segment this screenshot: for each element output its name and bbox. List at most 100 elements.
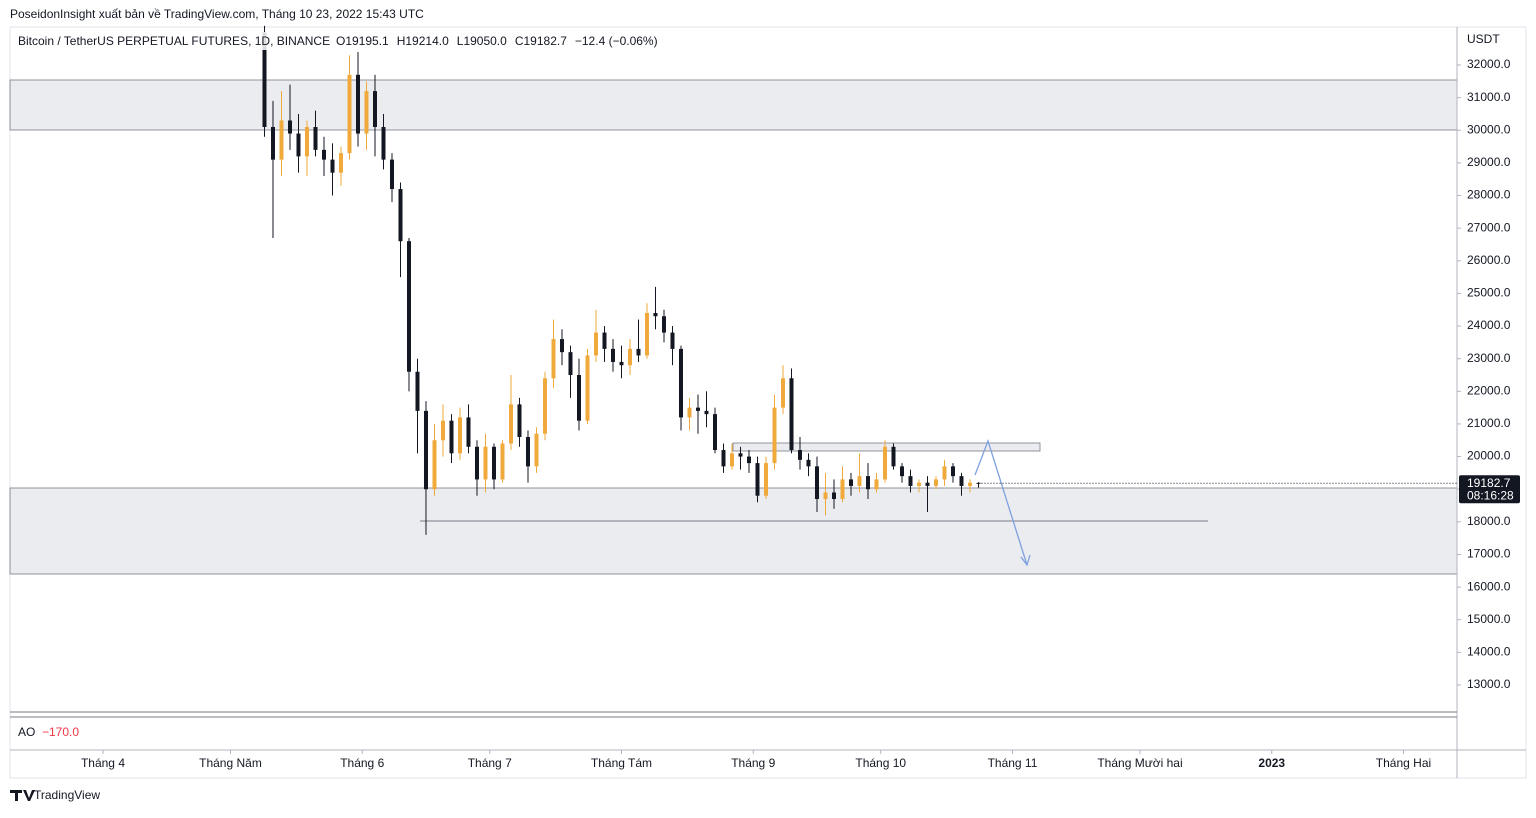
candle-body <box>466 417 471 447</box>
legend-value: −12.4 (−0.06%) <box>575 34 658 48</box>
candle-body <box>874 479 879 490</box>
candle-body <box>474 446 479 480</box>
candle-body <box>661 316 666 333</box>
y-tick-label: 29000.0 <box>1467 155 1511 169</box>
candle-body <box>780 378 785 408</box>
candle-body <box>551 339 556 379</box>
y-tick-label: 30000.0 <box>1467 122 1511 136</box>
candle-body <box>372 91 377 128</box>
candle-body <box>449 420 454 454</box>
candle-body <box>925 482 930 486</box>
candle-body <box>585 355 590 421</box>
candle-body <box>287 120 292 134</box>
candle-body <box>704 410 709 415</box>
x-tick-label: Tháng Mười hai <box>1097 756 1182 770</box>
candle-body <box>627 348 632 366</box>
y-tick-label: 31000.0 <box>1467 90 1511 104</box>
candle-body <box>670 332 675 349</box>
candle-body <box>721 450 726 467</box>
candle-body <box>755 463 760 496</box>
candle-body <box>398 189 403 242</box>
candle-body <box>364 91 369 134</box>
candle-body <box>576 374 581 421</box>
candle-body <box>381 127 386 160</box>
legend-value: C19182.7 <box>515 34 567 48</box>
candle-body <box>415 371 420 411</box>
candle-body <box>950 466 955 477</box>
candle-body <box>959 476 964 486</box>
candle-body <box>823 492 828 499</box>
candle-body <box>270 127 275 160</box>
indicator-name: AO <box>18 725 35 739</box>
candle-body <box>848 479 853 486</box>
candle-body <box>806 459 811 467</box>
candle-body <box>840 479 845 499</box>
y-tick-label: 24000.0 <box>1467 318 1511 332</box>
candle-body <box>729 453 734 467</box>
x-tick-label: Tháng 7 <box>468 756 512 770</box>
candle-body <box>406 241 411 372</box>
candle-body <box>568 352 573 375</box>
y-tick-label: 13000.0 <box>1467 677 1511 691</box>
candle-body <box>321 149 326 160</box>
candle-body <box>882 446 887 480</box>
symbol-title: Bitcoin / TetherUS PERPETUAL FUTURES, 1D… <box>18 34 330 48</box>
frame <box>9 26 1527 779</box>
x-tick-label: Tháng 6 <box>340 756 384 770</box>
y-tick-label: 32000.0 <box>1467 57 1511 71</box>
candle-body <box>602 332 607 349</box>
y-tick-label: 16000.0 <box>1467 579 1511 593</box>
candle-body <box>517 404 522 437</box>
candle-body <box>491 446 496 480</box>
candle-body <box>610 348 615 362</box>
candle-body <box>304 127 309 157</box>
y-tick-label: 15000.0 <box>1467 612 1511 626</box>
candle-body <box>534 433 539 467</box>
last-price-box <box>1459 475 1520 504</box>
candle-body <box>933 479 938 486</box>
candle-body <box>678 348 683 418</box>
candle-body <box>857 476 862 486</box>
candle-body <box>296 133 301 157</box>
y-tick-label: 21000.0 <box>1467 416 1511 430</box>
candle-body <box>593 332 598 356</box>
legend-value: L19050.0 <box>457 34 507 48</box>
zone <box>9 487 1458 575</box>
y-tick-label: 25000.0 <box>1467 286 1511 300</box>
y-tick-label: 18000.0 <box>1467 514 1511 528</box>
arrow-head <box>1020 554 1031 567</box>
publisher: PoseidonInsight xuất bản về TradingView.… <box>10 7 424 21</box>
logo <box>10 790 35 801</box>
candle-body <box>789 378 794 451</box>
candle-body <box>508 404 513 444</box>
x-tick-label: Tháng 11 <box>988 756 1038 770</box>
legend-bg <box>14 32 664 50</box>
brand: TradingView <box>34 788 100 802</box>
candle-body <box>891 446 896 467</box>
x-tick-label: Tháng Tám <box>591 756 652 770</box>
candle-body <box>559 339 564 353</box>
x-tick-label: Tháng 10 <box>855 756 906 770</box>
candle-body <box>712 414 717 451</box>
candle-body <box>338 153 343 173</box>
countdown: 08:16:28 <box>1467 488 1514 502</box>
candle-body <box>772 407 777 464</box>
candle-body <box>313 127 318 150</box>
x-tick-label: Tháng Hai <box>1376 756 1431 770</box>
candle-body <box>542 378 547 434</box>
candle-body <box>330 159 335 173</box>
candle-body <box>525 436 530 467</box>
candle-body <box>738 453 743 457</box>
candle-body <box>619 361 624 366</box>
candle-body <box>814 466 819 499</box>
y-tick-label: 22000.0 <box>1467 383 1511 397</box>
candle-body <box>942 466 947 480</box>
candle-body <box>440 420 445 441</box>
candle-body <box>695 407 700 411</box>
indicator-value: −170.0 <box>42 725 79 739</box>
candle-body <box>865 476 870 490</box>
candle-body <box>831 492 836 499</box>
